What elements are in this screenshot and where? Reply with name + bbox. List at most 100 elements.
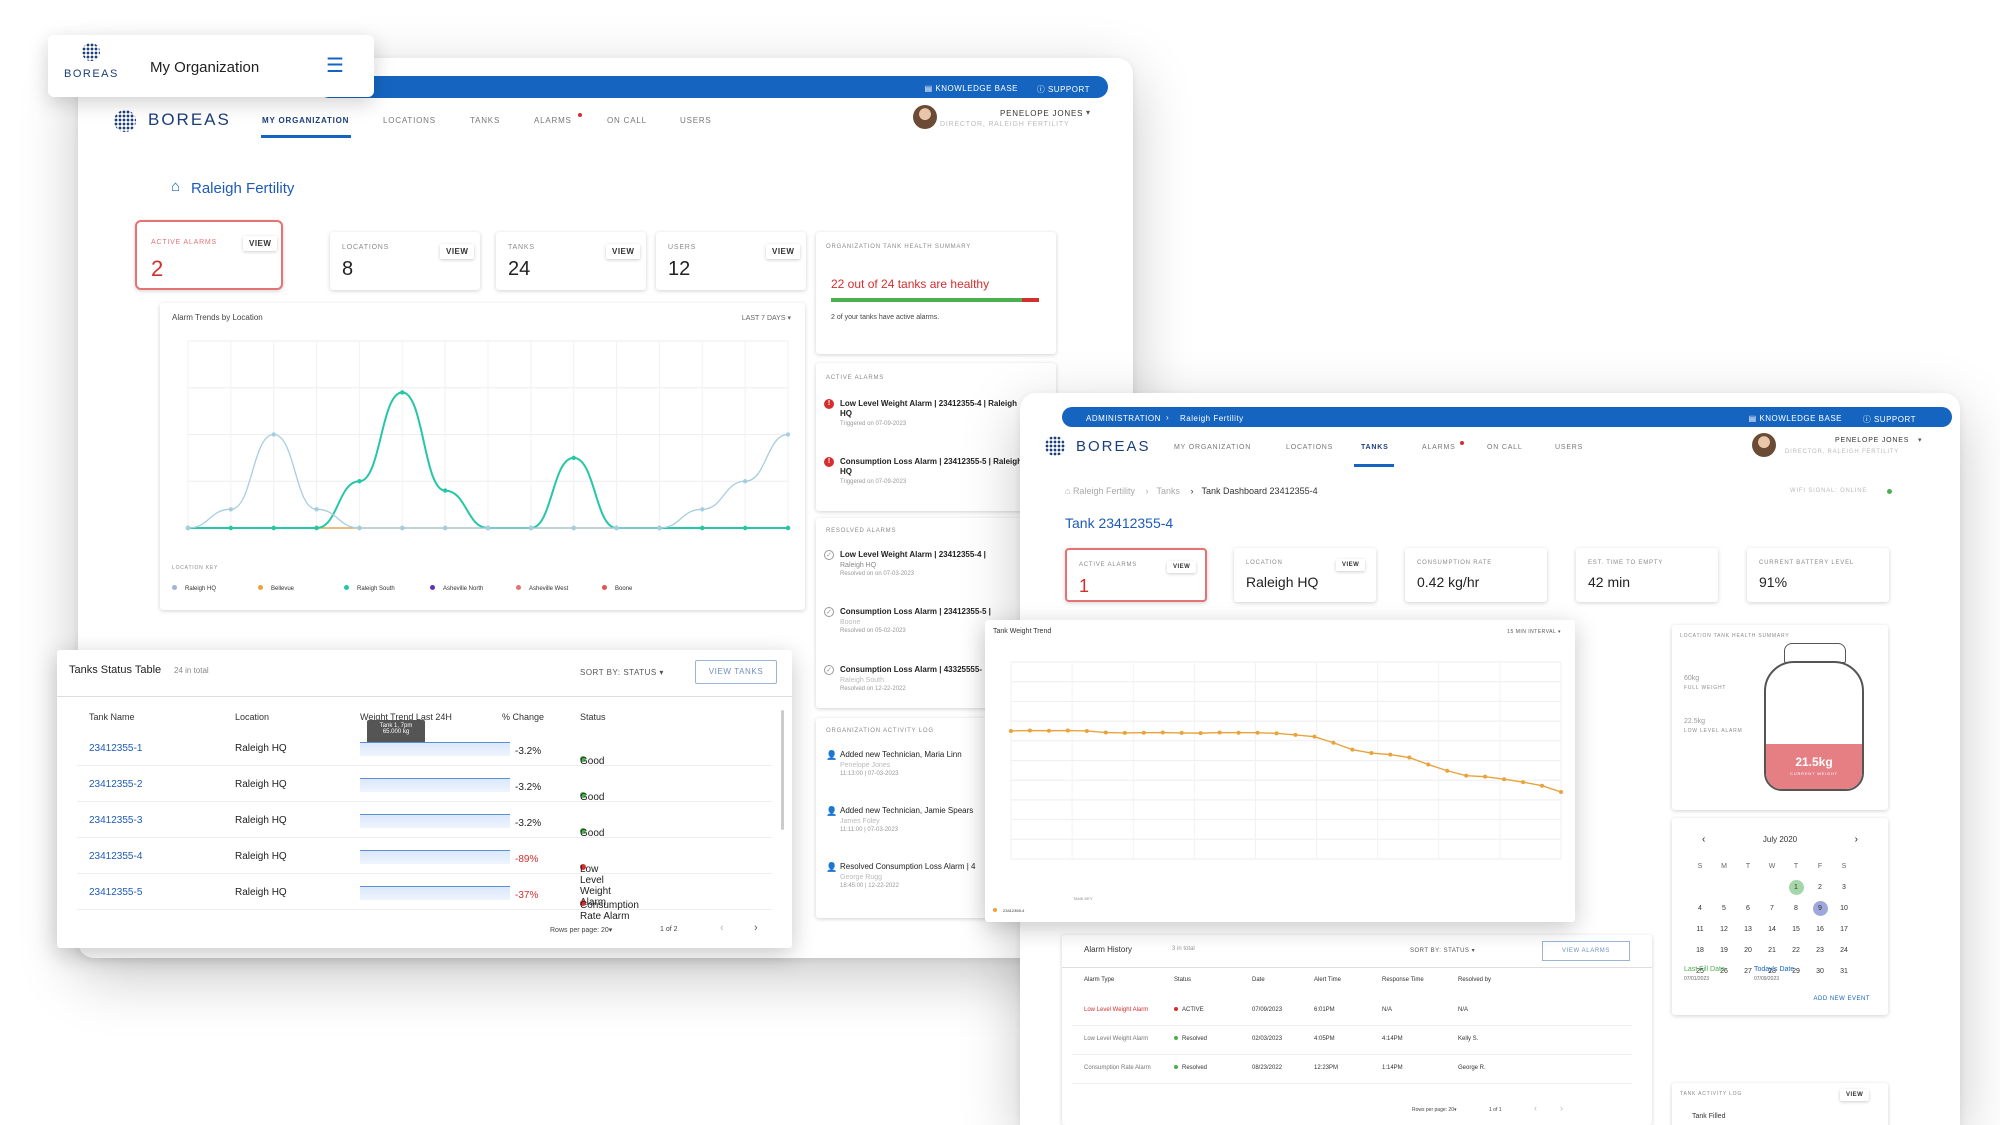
tank-name-link[interactable]: 23412355-3: [89, 815, 143, 826]
table-row[interactable]: 23412355-4 Raleigh HQ -89% Low Level Wei…: [77, 838, 772, 908]
view-button[interactable]: VIEW: [1167, 561, 1197, 573]
alarm-history-header-cell[interactable]: Response Time: [1382, 977, 1424, 983]
alarm-history-header-cell[interactable]: Resolved by: [1458, 977, 1492, 983]
table-row[interactable]: 23412355-1 Raleigh HQ -3.2% Good: [77, 730, 772, 767]
calendar-day[interactable]: 5: [1722, 905, 1726, 912]
view-button[interactable]: VIEW: [1336, 559, 1366, 571]
add-event-button[interactable]: ADD NEW EVENT: [1813, 996, 1870, 1002]
calendar-day[interactable]: 3: [1842, 884, 1846, 891]
nav-on-call[interactable]: ON CALL: [607, 116, 647, 125]
calendar-day[interactable]: 27: [1744, 968, 1752, 975]
table-row[interactable]: Low Level Weight Alarm ACTIVE 07/09/2023 6:…: [1072, 997, 1632, 1026]
calendar-day[interactable]: 12: [1720, 926, 1728, 933]
resolved-alarm-item[interactable]: ✓ Low Level Weight Alarm | 23412355-4 | …: [824, 550, 1026, 577]
calendar-day[interactable]: 4: [1698, 905, 1702, 912]
alarm-history-header-cell[interactable]: Date: [1252, 977, 1265, 983]
nav-tanks[interactable]: TANKS: [1361, 444, 1389, 451]
legend-item[interactable]: Raleigh South: [344, 585, 395, 592]
prev-page-icon[interactable]: ‹: [1534, 1103, 1537, 1113]
calendar-day[interactable]: 24: [1840, 947, 1848, 954]
interval-dropdown[interactable]: 15 MIN INTERVAL ▾: [1507, 629, 1561, 635]
next-page-icon[interactable]: ›: [754, 922, 758, 934]
nav-my-organization[interactable]: MY ORGANIZATION: [262, 116, 350, 125]
calendar-day[interactable]: 20: [1744, 947, 1752, 954]
header-status[interactable]: Status: [580, 712, 606, 722]
stat-card-location[interactable]: LOCATION Raleigh HQ VIEW: [1234, 548, 1376, 602]
view-button[interactable]: VIEW: [606, 244, 641, 259]
stat-card-active-alarms[interactable]: ACTIVE ALARMS 2 VIEW: [135, 220, 283, 290]
user-name[interactable]: PENELOPE JONES: [1835, 437, 1910, 444]
knowledge-base-link[interactable]: ▤ KNOWLEDGE BASE: [924, 84, 1018, 93]
active-alarm-item[interactable]: ! Consumption Loss Alarm | 23412355-5 | …: [824, 457, 1026, 485]
rows-per-page[interactable]: Rows per page: 20▾: [1412, 1107, 1457, 1113]
table-row[interactable]: Consumption Rate Alarm Resolved 08/23/2022…: [1072, 1055, 1632, 1084]
calendar-day[interactable]: 19: [1720, 947, 1728, 954]
next-page-icon[interactable]: ›: [1560, 1103, 1563, 1113]
resolved-alarm-item[interactable]: ✓ Consumption Loss Alarm | 43325555- Ral…: [824, 665, 1026, 692]
stat-card-active-alarms[interactable]: ACTIVE ALARMS 1 VIEW: [1065, 548, 1207, 602]
header-change[interactable]: % Change: [502, 712, 545, 722]
breadcrumb-admin[interactable]: ADMINISTRATION: [1086, 414, 1161, 423]
calendar-day[interactable]: 31: [1840, 968, 1848, 975]
calendar-day[interactable]: 7: [1770, 905, 1774, 912]
alarm-history-header-cell[interactable]: Alarm Type: [1084, 977, 1115, 983]
view-button[interactable]: VIEW: [1840, 1089, 1870, 1101]
user-name[interactable]: PENELOPE JONES: [1000, 109, 1084, 118]
support-link[interactable]: ⓘ SUPPORT: [1036, 85, 1090, 94]
legend-item[interactable]: Raleigh HQ: [172, 585, 216, 592]
table-row[interactable]: 23412355-2 Raleigh HQ -3.2% Good: [77, 766, 772, 803]
chevron-down-icon[interactable]: ▾: [1918, 437, 1922, 444]
support-link[interactable]: ⓘ SUPPORT: [1862, 415, 1916, 424]
alarm-history-header-cell[interactable]: Status: [1174, 977, 1192, 983]
breadcrumb-item[interactable]: Tanks: [1156, 486, 1180, 496]
calendar-day[interactable]: 11: [1696, 926, 1704, 933]
calendar-day[interactable]: 6: [1746, 905, 1750, 912]
stat-card-tanks[interactable]: TANKS 24 VIEW: [496, 232, 646, 290]
tank-name-link[interactable]: 23412355-1: [89, 743, 143, 754]
calendar-day[interactable]: 13: [1744, 926, 1752, 933]
calendar-day[interactable]: 26: [1720, 968, 1728, 975]
tank-name-link[interactable]: 23412355-5: [89, 887, 143, 898]
legend-item[interactable]: Asheville North: [430, 585, 483, 592]
next-month-icon[interactable]: ›: [1854, 834, 1858, 845]
user-avatar[interactable]: [913, 105, 937, 129]
nav-users[interactable]: USERS: [1555, 444, 1584, 451]
legend-item[interactable]: Boone: [602, 585, 632, 592]
nav-locations[interactable]: LOCATIONS: [383, 116, 436, 125]
table-row[interactable]: Low Level Weight Alarm Resolved 02/03/2023…: [1072, 1026, 1632, 1055]
prev-page-icon[interactable]: ‹: [720, 922, 724, 934]
menu-icon[interactable]: ☰: [326, 55, 344, 77]
header-weight-trend[interactable]: Weight Trend Last 24H: [360, 712, 452, 722]
calendar-day[interactable]: 9: [1808, 898, 1832, 919]
knowledge-base-link[interactable]: ▤ KNOWLEDGE BASE: [1748, 414, 1842, 423]
tank-name-link[interactable]: 23412355-2: [89, 779, 143, 790]
calendar-day[interactable]: 25: [1696, 968, 1704, 975]
chevron-down-icon[interactable]: ▾: [1086, 108, 1091, 117]
tank-name-link[interactable]: 23412355-4: [89, 851, 143, 862]
nav-alarms[interactable]: ALARMS: [1422, 444, 1456, 451]
table-row[interactable]: 23412355-5 Raleigh HQ -37% Consumption R…: [77, 874, 772, 922]
nav-on-call[interactable]: ON CALL: [1487, 444, 1523, 451]
view-button[interactable]: VIEW: [766, 244, 801, 259]
legend-item[interactable]: Asheville West: [516, 585, 568, 592]
view-tanks-button[interactable]: VIEW TANKS: [695, 660, 777, 684]
header-location[interactable]: Location: [235, 712, 270, 722]
rows-per-page[interactable]: Rows per page: 20▾: [550, 927, 613, 934]
sort-dropdown[interactable]: SORT BY: STATUS ▾: [1410, 948, 1476, 954]
view-button[interactable]: VIEW: [243, 236, 278, 251]
calendar-day[interactable]: 23: [1816, 947, 1824, 954]
nav-my-organization[interactable]: MY ORGANIZATION: [1174, 444, 1252, 451]
calendar-day[interactable]: 8: [1794, 905, 1798, 912]
stat-card-users[interactable]: USERS 12 VIEW: [656, 232, 806, 290]
calendar-day[interactable]: 16: [1816, 926, 1824, 933]
breadcrumb-org[interactable]: Raleigh Fertility: [1180, 414, 1244, 423]
calendar-day[interactable]: 30: [1816, 968, 1824, 975]
calendar-day[interactable]: 2: [1818, 884, 1822, 891]
table-row[interactable]: 23412355-3 Raleigh HQ -3.2% Good: [77, 802, 772, 839]
calendar-day[interactable]: 14: [1768, 926, 1776, 933]
calendar-day[interactable]: 18: [1696, 947, 1704, 954]
calendar-day[interactable]: 22: [1792, 947, 1800, 954]
active-alarm-item[interactable]: ! Low Level Weight Alarm | 23412355-4 | …: [824, 399, 1026, 427]
table-scrollbar[interactable]: [781, 710, 784, 830]
calendar-day[interactable]: 28: [1768, 968, 1776, 975]
